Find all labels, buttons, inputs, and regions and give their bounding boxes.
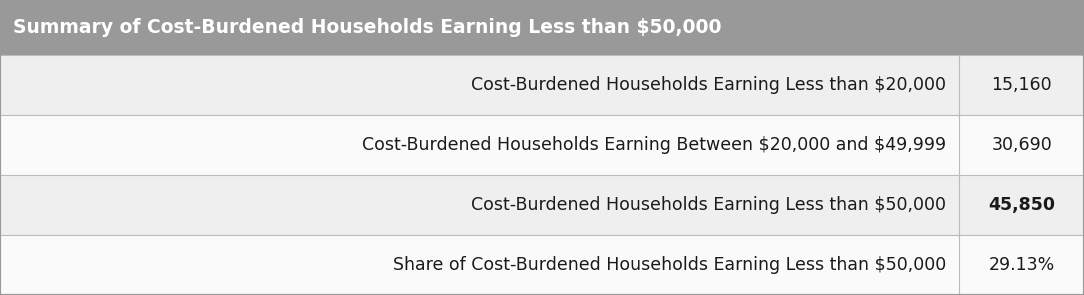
Text: 45,850: 45,850 [989, 196, 1055, 214]
Bar [0, 235, 1084, 295]
Text: 29.13%: 29.13% [989, 256, 1055, 274]
Text: Cost-Burdened Households Earning Less than $20,000: Cost-Burdened Households Earning Less th… [472, 76, 946, 94]
Bar [0, 115, 1084, 175]
Text: Cost-Burdened Households Earning Between $20,000 and $49,999: Cost-Burdened Households Earning Between… [362, 136, 946, 154]
Text: Summary of Cost-Burdened Households Earning Less than $50,000: Summary of Cost-Burdened Households Earn… [13, 18, 722, 37]
Bar [0, 175, 1084, 235]
Bar [0, 0, 1084, 55]
Text: 30,690: 30,690 [991, 136, 1053, 154]
Text: 15,160: 15,160 [992, 76, 1051, 94]
Bar [0, 55, 1084, 115]
Text: Share of Cost-Burdened Households Earning Less than $50,000: Share of Cost-Burdened Households Earnin… [393, 256, 946, 274]
Text: Cost-Burdened Households Earning Less than $50,000: Cost-Burdened Households Earning Less th… [472, 196, 946, 214]
